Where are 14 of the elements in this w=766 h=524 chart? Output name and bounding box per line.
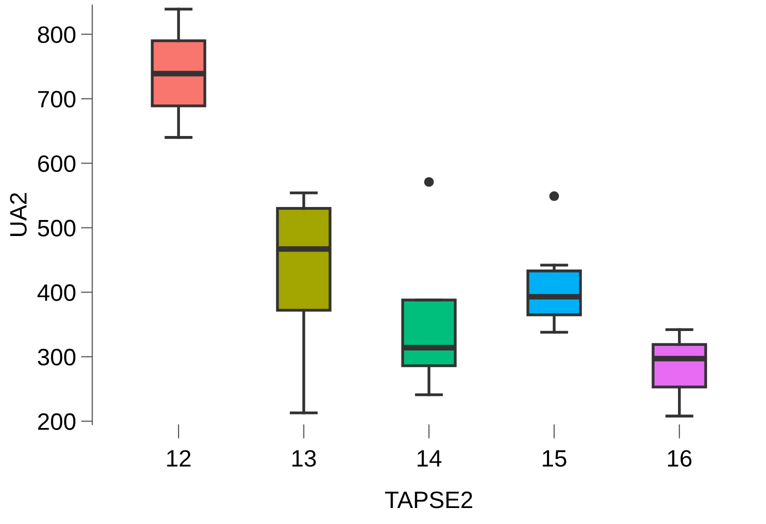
y-tick-label: 500 <box>38 220 76 237</box>
y-tick-label: 600 <box>38 155 76 172</box>
y-tick-label: 400 <box>37 284 76 302</box>
x-tick-label: 15 <box>542 450 566 467</box>
x-axis-title: TAPSE2 <box>385 492 472 508</box>
y-tick-label: 200 <box>38 413 76 430</box>
x-tick-label: 14 <box>418 450 442 467</box>
x-tick-label: 13 <box>292 450 316 467</box>
x-tick-label: 12 <box>167 450 190 467</box>
y-tick-label: 700 <box>38 90 76 108</box>
x-tick-label: 16 <box>668 450 692 467</box>
y-tick-label: 300 <box>38 348 76 366</box>
y-tick-label: 800 <box>38 26 76 44</box>
y-axis-title: UA2 <box>10 193 27 236</box>
